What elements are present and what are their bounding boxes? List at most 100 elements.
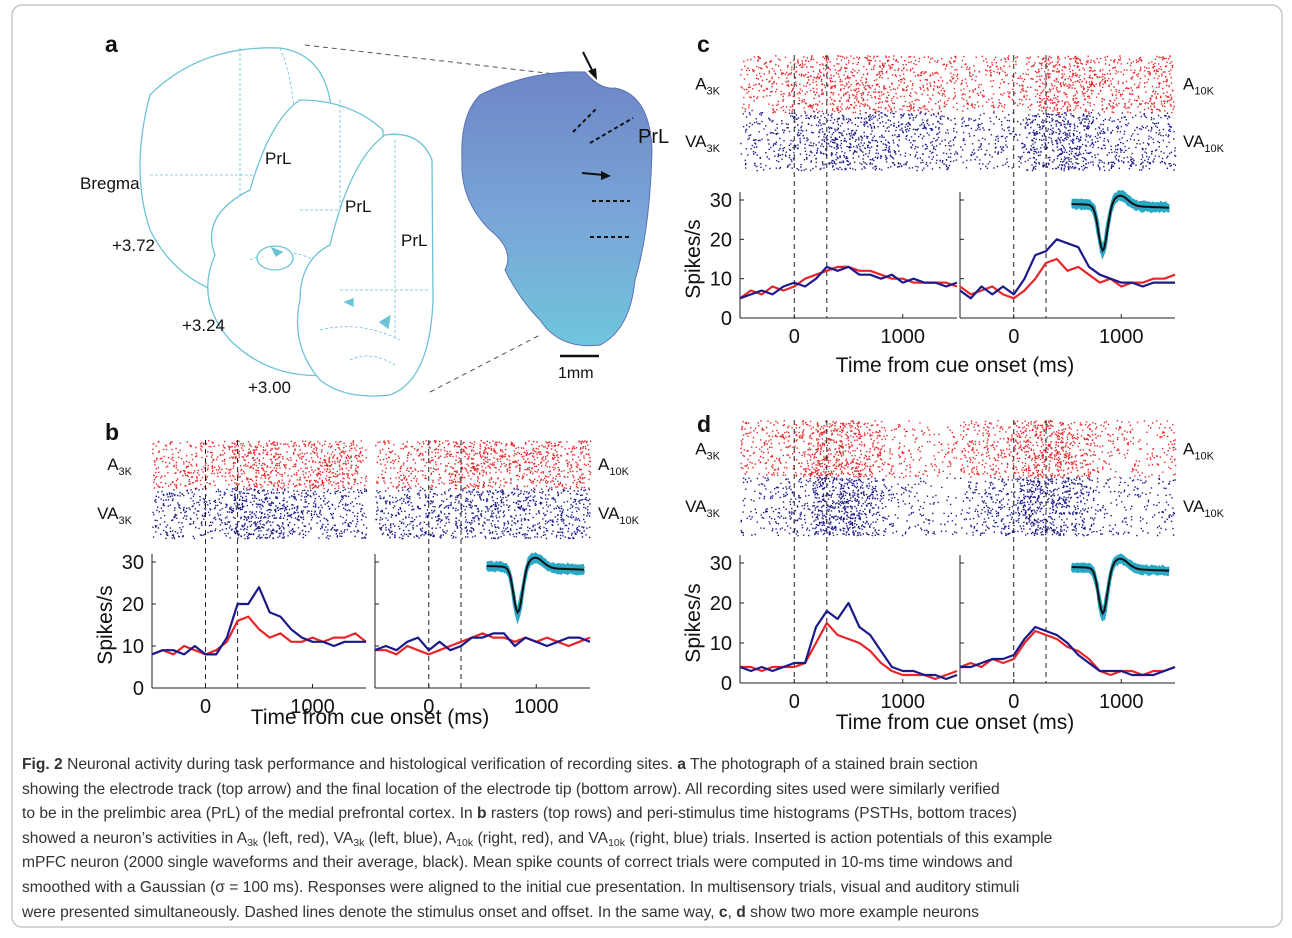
raster-label: VA3K (685, 132, 721, 155)
raster-label-name: VA (598, 504, 620, 523)
x-tick-label: 0 (423, 696, 434, 718)
level-label: +3.72 (112, 236, 155, 255)
y-axis-label: Spikes/s (682, 219, 705, 298)
connector-line (429, 334, 541, 393)
raster (152, 440, 368, 490)
y-tick-label: 0 (133, 678, 144, 700)
raster-label-name: A (695, 75, 707, 94)
y-tick-label: 0 (721, 308, 732, 330)
raster-label: VA3K (685, 497, 721, 520)
level-label: +3.00 (248, 378, 291, 397)
waveform-mean (1071, 557, 1170, 616)
y-tick-label: 20 (710, 229, 732, 251)
caption-run: to be in the prelimbic area (PrL) of the… (22, 805, 478, 823)
psth-line (739, 601, 958, 681)
x-tick-label: 0 (789, 326, 800, 348)
x-tick-label: 0 (200, 696, 211, 718)
raster (740, 55, 959, 114)
psth-line (959, 257, 1176, 300)
atlas-ventricle (256, 245, 294, 271)
raster (152, 488, 368, 540)
brain-photo (461, 71, 653, 347)
raster-label: A10K (598, 455, 630, 478)
raster-label-sub: 10K (1204, 143, 1224, 155)
raster (960, 477, 1176, 537)
connector-line (304, 44, 573, 77)
caption-run: Neuronal activity during task performanc… (62, 756, 678, 773)
raster-label-name: A (598, 455, 610, 474)
caption-run: smoothed with a Gaussian (σ = 100 ms). R… (22, 878, 1020, 896)
panel-label: d (697, 411, 711, 437)
y-tick-label: 10 (710, 269, 732, 291)
x-tick-label: 1000 (881, 691, 926, 713)
raster-label: A10K (1183, 75, 1215, 98)
x-tick-label: 1000 (514, 696, 559, 718)
photo-region-label: PrL (638, 126, 669, 148)
connectors (304, 44, 573, 393)
caption-run: , (727, 903, 737, 921)
raster-label: VA10K (1183, 132, 1225, 155)
caption-run: b (477, 805, 487, 823)
y-tick-label: 10 (710, 633, 732, 655)
y-tick-label: 30 (710, 190, 732, 212)
caption-run: (right, blue) trials. Inserted is action… (625, 829, 1053, 847)
x-tick-label: 1000 (290, 696, 335, 718)
photo-marks (560, 51, 634, 358)
frame (11, 4, 1283, 928)
region-label: PrL (265, 149, 291, 168)
y-tick-label: 0 (721, 673, 732, 695)
raster-label-name: A (1183, 75, 1195, 94)
caption-run: 3k (247, 836, 259, 849)
waveform-mean (1071, 194, 1170, 253)
caption-run: (left, red), VA (258, 829, 354, 847)
y-tick-label: 30 (122, 552, 144, 574)
arrow (581, 172, 605, 176)
caption-run: were presented simultaneously. Dashed li… (22, 903, 719, 921)
raster-label-sub: 10K (609, 466, 629, 478)
raster (960, 55, 1175, 114)
raster-label-sub: 3K (707, 143, 721, 155)
psth-line (374, 632, 591, 652)
atlas-lines (319, 140, 430, 366)
raster-label-name: A (695, 440, 707, 459)
psth-line (151, 586, 366, 656)
x-tick-label: 0 (789, 691, 800, 713)
raster-label-sub: 3K (119, 515, 133, 527)
raster-label-sub: 3K (707, 508, 721, 520)
caption-run: The photograph of a stained brain sectio… (685, 756, 978, 773)
track-line (589, 117, 634, 144)
atlas-section (296, 133, 434, 397)
raster-label-sub: 10K (1194, 451, 1214, 463)
track-line (572, 107, 598, 133)
raster (375, 440, 592, 490)
waveform-sample (1070, 558, 1170, 623)
raster-label-name: A (1183, 440, 1195, 459)
x-tick-label: 1000 (881, 326, 926, 348)
raster-label-name: VA (685, 132, 707, 151)
x-axis-label: Time from cue onset (ms) (836, 711, 1074, 734)
arrow-head (588, 68, 597, 80)
raster-label-name: A (107, 455, 119, 474)
caption-run: Fig. 2 (22, 756, 63, 773)
caption-line: smoothed with a Gaussian (σ = 100 ms). R… (22, 879, 1052, 904)
caption-run: (right, red), and VA (473, 829, 609, 847)
caption-run: (left, blue), A (364, 829, 457, 847)
caption-line: to be in the prelimbic area (PrL) of the… (22, 805, 1052, 830)
x-tick-label: 1000 (1099, 691, 1144, 713)
caption-line: showing the electrode track (top arrow) … (22, 781, 1052, 806)
level-label: +3.24 (182, 316, 225, 335)
y-axis-label: Spikes/s (94, 585, 117, 664)
caption-run: c (718, 903, 728, 921)
raster-label: VA3K (97, 504, 133, 527)
psth-line (151, 615, 367, 656)
raster (375, 488, 591, 540)
raster-label-sub: 3K (707, 86, 721, 98)
caption-line: mPFC neuron (2000 single waveforms and t… (22, 854, 1052, 879)
x-tick-label: 1000 (1099, 326, 1144, 348)
raster-label-sub: 10K (1204, 508, 1224, 520)
caption-run: 10k (608, 836, 625, 849)
y-tick-label: 20 (122, 594, 144, 616)
raster-label: A3K (695, 440, 720, 463)
